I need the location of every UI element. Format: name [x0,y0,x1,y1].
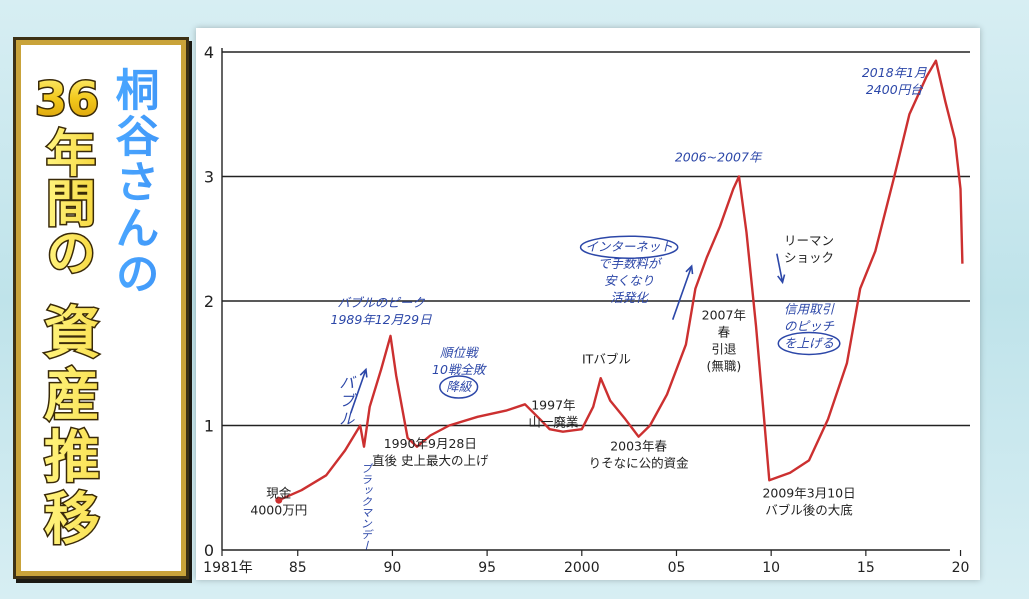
annotation-text: 降級 [446,379,473,394]
annotation-text: 2003年春 [610,438,667,453]
annotation-text: 2009年3月10日 [762,486,855,501]
annotations: 現金4000万円バブルバブルのピーク1989年12月29日ブラックマンデー199… [250,65,927,551]
grid-lines [222,51,970,427]
annotation-text: 2400円台 [866,82,923,97]
x-tick-label: 20 [952,560,970,576]
annotation-text: バ [339,374,356,392]
lehman-arrow-icon [776,253,786,285]
x-tick-label: 1981年 [203,560,253,576]
series-group [275,59,964,504]
annotation-text: 信用取引 [784,301,836,316]
series-start-point [275,496,283,504]
annotation-text: 2007年 [702,308,746,323]
annotation-text: (無職) [706,359,741,374]
annotation-text: ル [339,410,355,428]
y-tick-label: 3 [204,168,214,187]
x-tick-label: 05 [668,560,686,576]
arrow-head [777,274,786,285]
annotation-peak: バブルのピーク 1989年12月29日 [331,295,433,327]
annotation-text: のピッチ [784,318,835,333]
axes [221,48,950,551]
title-number: 36 [35,72,99,126]
annotation-circle [439,375,479,399]
annotation-text: バブルのピーク [337,295,425,310]
annotation-text: 現金 [266,486,292,501]
annotation-black_monday: ブラックマンデー [359,463,373,551]
x-tick-label: 2000 [564,560,600,576]
annotation-text: を上げる [784,335,834,350]
annotation-text: 山一廃業 [528,414,579,429]
annotation-text: 安くなり [604,273,654,288]
annotation-text: 2018年1月 [862,65,927,80]
annotation-text: 2006~2007年 [675,150,763,165]
annotation-text: 順位戦 [440,345,479,360]
annotation-text: ITバブル [582,351,631,366]
annotation-circle [777,331,841,356]
annotation-text: 4000万円 [250,503,307,518]
annotation-text: 活発化 [610,290,649,305]
title-panel: 桐谷さんの 36 年間の 資産推移 [16,40,186,576]
x-tick-label: 15 [857,560,875,576]
annotation-text: 1990年9月28日 [384,436,477,451]
series-line-0 [278,59,964,502]
annotation-y2006: 2006~2007年 [675,150,763,165]
arrow-shaft [776,253,784,283]
title-svg: 桐谷さんの 36 年間の 資産推移 [33,66,161,553]
annotation-text: 直後 史上最大の上げ [372,453,489,468]
annotation-text: 春 [718,325,731,340]
title-line2: 年間の [38,127,96,277]
annotation-text: インターネット [585,239,673,254]
annotation-text: 引退 [711,342,737,357]
internet-arrow-icon [671,264,694,320]
title-line1: 桐谷さんの [108,67,160,297]
annotation-text: バブル後の大底 [765,503,853,518]
annotation-text: リーマン [784,233,834,248]
annotation-genkin: 現金 4000万円 [250,486,307,518]
annotation-it_bubble: ITバブル [582,351,631,366]
arrow-head [359,367,368,378]
annotation-circle [579,235,679,259]
title-line3: 資産推移 [35,303,100,551]
x-tick-label: 95 [478,560,496,576]
y-tick-labels: 0 1 2 3 4 [204,43,214,560]
annotation-y2018: 2018年1月 2400円台 [862,65,927,97]
annotation-text: 10戦全敗 [432,362,488,377]
annotation-text: で手数料が [598,256,663,271]
arrow-shaft [671,265,693,320]
arrow-head [685,264,694,275]
x-tick-label: 10 [762,560,780,576]
annotation-text: 1997年 [531,397,575,412]
x-tick-labels: 1981年 85 90 95 2000 05 10 15 20 [203,550,969,576]
annotation-text: りそなに公的資金 [589,455,690,470]
annotation-text: ショック [784,250,834,265]
x-tick-label: 85 [289,560,307,576]
y-tick-label: 4 [204,43,214,62]
y-tick-label: 2 [204,292,214,311]
arrow-shaft [350,369,367,414]
annotation-text: ブラックマンデー [359,463,373,551]
y-tick-label: 1 [204,417,214,436]
y-tick-label: 0 [204,541,214,560]
x-tick-label: 90 [384,560,402,576]
bubble-arrow-icon [350,367,368,414]
annotation-text: 1989年12月29日 [331,312,433,327]
